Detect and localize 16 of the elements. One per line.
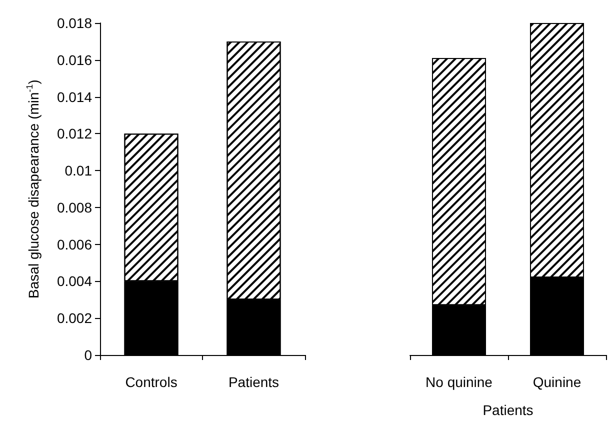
y-tick-label: 0.006 (56, 236, 92, 252)
y-tick-label: 0.008 (56, 199, 92, 216)
x-tick-label: No quinine (426, 374, 493, 390)
y-tick-label: 0.002 (56, 310, 92, 326)
y-tick-label: 0.004 (56, 273, 92, 290)
x-tick-label: Quinine (532, 374, 582, 390)
x-tick-label: Controls (125, 374, 178, 390)
x-tick-label: Patients (228, 374, 280, 390)
x-axis-title: Patients (482, 402, 534, 418)
y-tick-label: 0.014 (56, 88, 92, 105)
y-tick-label: 0.012 (56, 126, 92, 142)
y-tick-label: 0.018 (56, 15, 92, 31)
y-axis-title: Basal glucose disapearance (min-1) (24, 80, 42, 298)
y-tick-label: 0 (84, 347, 92, 363)
y-tick-label: 0.016 (56, 52, 92, 68)
y-tick-label: 0.01 (64, 162, 92, 179)
